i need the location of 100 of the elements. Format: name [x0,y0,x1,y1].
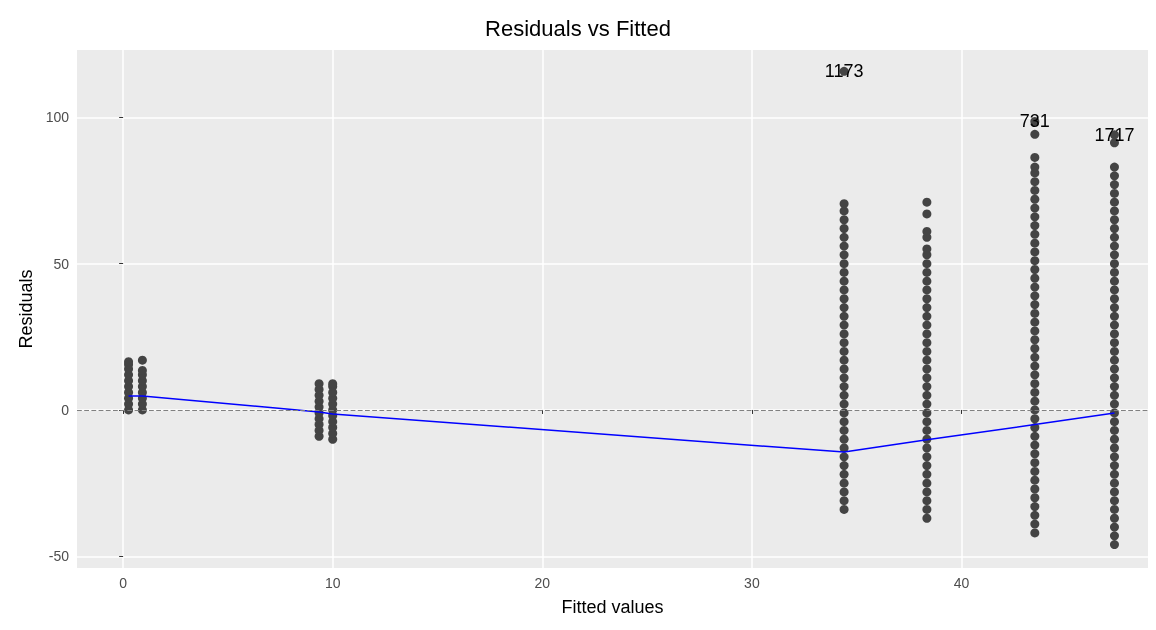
point [1109,364,1119,374]
point [1109,250,1119,260]
point [1030,475,1040,485]
y-axis-title: Residuals [15,269,36,349]
point [1109,171,1119,181]
point [922,513,932,523]
point [839,259,849,269]
point [1109,487,1119,497]
point [922,417,932,427]
point [1030,221,1040,231]
point [839,311,849,321]
point [839,285,849,295]
point [1109,206,1119,216]
point [1030,152,1040,162]
point [839,303,849,313]
point [922,496,932,506]
point [1109,232,1119,242]
point [839,461,849,471]
point [1030,502,1040,512]
x-tick-label: 20 [534,575,551,591]
point [922,320,932,330]
point [1030,308,1040,318]
point [1030,466,1040,476]
point [1030,203,1040,213]
point [839,199,849,209]
point [1109,276,1119,286]
point [1109,355,1119,365]
point [922,197,932,207]
point [922,209,932,219]
point [922,469,932,479]
point [922,461,932,471]
point [922,226,932,236]
point [1109,338,1119,348]
point [1109,188,1119,198]
point [1109,294,1119,304]
point [1030,229,1040,239]
point [1109,303,1119,313]
point [1030,282,1040,292]
point [922,329,932,339]
point [922,487,932,497]
point [1109,259,1119,269]
point [1109,320,1119,330]
point [1030,510,1040,520]
point [839,382,849,392]
point [1109,224,1119,234]
point [1109,215,1119,225]
point [839,241,849,251]
point [1030,273,1040,283]
y-tick-label: 100 [45,109,70,126]
point [839,250,849,260]
point [922,443,932,453]
point [1030,256,1040,266]
point [1030,335,1040,345]
point [922,425,932,435]
point [1030,493,1040,503]
point [1109,522,1119,532]
point [1030,300,1040,310]
point [1109,241,1119,251]
point [839,399,849,409]
point [839,417,849,427]
x-tick-label: 0 [119,575,128,591]
point [839,232,849,242]
point [1109,417,1119,427]
point [839,338,849,348]
point [1030,449,1040,459]
point [1030,440,1040,450]
point [1109,180,1119,190]
point [839,373,849,383]
point [1109,513,1119,523]
point [839,390,849,400]
point [922,364,932,374]
point [137,355,147,365]
point [922,294,932,304]
point [839,469,849,479]
y-tick-label: -50 [48,548,70,565]
point [922,311,932,321]
annotation: 1173 [824,61,864,82]
point [839,320,849,330]
point [1109,504,1119,514]
point [1030,361,1040,371]
point [1109,461,1119,471]
point [922,267,932,277]
point [1109,390,1119,400]
point [1030,528,1040,538]
point [922,355,932,365]
point [1109,496,1119,506]
point [1030,194,1040,204]
point [1030,414,1040,424]
point [922,452,932,462]
point [922,373,932,383]
point [839,294,849,304]
point [1030,484,1040,494]
point [839,215,849,225]
point [839,267,849,277]
point [1030,238,1040,248]
point [922,478,932,488]
point [1109,162,1119,172]
point [839,346,849,356]
point [839,224,849,234]
point [1109,452,1119,462]
